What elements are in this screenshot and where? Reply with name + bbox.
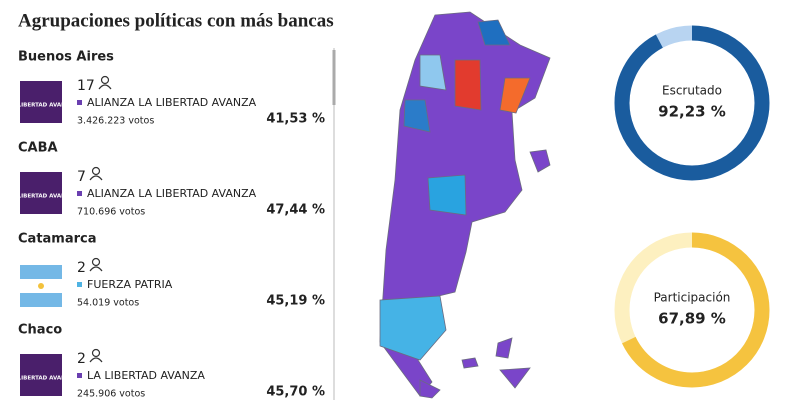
votes: 3.426.223 votos [77, 116, 154, 127]
percent: 45,70 % [266, 385, 325, 400]
seat-icon-body [98, 84, 112, 90]
seats: 2 [77, 351, 86, 367]
party-logo [20, 172, 62, 214]
party-dot [77, 191, 82, 196]
logo-text: LA LIBERTAD AVANZA [8, 376, 75, 382]
party-name: ALIANZA LA LIBERTAD AVANZA [87, 96, 257, 109]
votes: 54.019 votos [77, 298, 139, 309]
flag-sun [38, 283, 44, 289]
percent: 47,44 % [266, 203, 325, 218]
map [379, 11, 551, 399]
gauge-label: Participación [654, 291, 731, 305]
seats: 7 [77, 169, 86, 185]
gauge-arc [614, 25, 770, 181]
province-row[interactable]: Buenos Aires LA LIBERTAD AVANZA 17 ALIANZA … [8, 50, 325, 127]
flag-stripe [20, 293, 62, 307]
votes: 245.906 votos [77, 389, 145, 400]
seat-icon-head [91, 257, 101, 267]
party-name: LA LIBERTAD AVANZA [87, 369, 205, 382]
party-dot [77, 100, 82, 105]
party-dot [77, 282, 82, 287]
gauges: Escrutado 92,23 % Participación 67,89 % [614, 25, 770, 388]
percent: 41,53 % [266, 112, 325, 127]
flag-stripe [20, 265, 62, 279]
party-dot [77, 373, 82, 378]
gauge-label: Escrutado [662, 84, 722, 98]
province-name: Buenos Aires [18, 50, 114, 65]
percent: 45,19 % [266, 294, 325, 309]
province-name: CABA [18, 141, 58, 156]
seat-icon-head [91, 348, 101, 358]
seat-icon-head [100, 75, 110, 85]
title: Agrupaciones políticas con más bancas [18, 10, 334, 31]
logo-text: LA LIBERTAD AVANZA [8, 194, 75, 200]
seat-icon-body [89, 266, 103, 272]
seats: 2 [77, 260, 86, 276]
province-list: Buenos Aires LA LIBERTAD AVANZA 17 ALIANZA … [8, 50, 325, 400]
gauge-arc [614, 232, 770, 388]
seats: 17 [77, 78, 95, 94]
province-name: Chaco [18, 323, 62, 338]
gauge-value: 67,89 % [658, 310, 726, 328]
party-name: ALIANZA LA LIBERTAD AVANZA [87, 187, 257, 200]
party-logo [20, 354, 62, 396]
party-logo [20, 81, 62, 123]
logo-text: LA LIBERTAD AVANZA [8, 103, 75, 109]
party-name: FUERZA PATRIA [87, 278, 173, 291]
province-name: Catamarca [18, 232, 97, 247]
seat-icon-body [89, 175, 103, 181]
seat-icon-head [91, 166, 101, 176]
votes: 710.696 votos [77, 207, 145, 218]
gauge-value: 92,23 % [658, 103, 726, 121]
seat-icon-body [89, 357, 103, 363]
